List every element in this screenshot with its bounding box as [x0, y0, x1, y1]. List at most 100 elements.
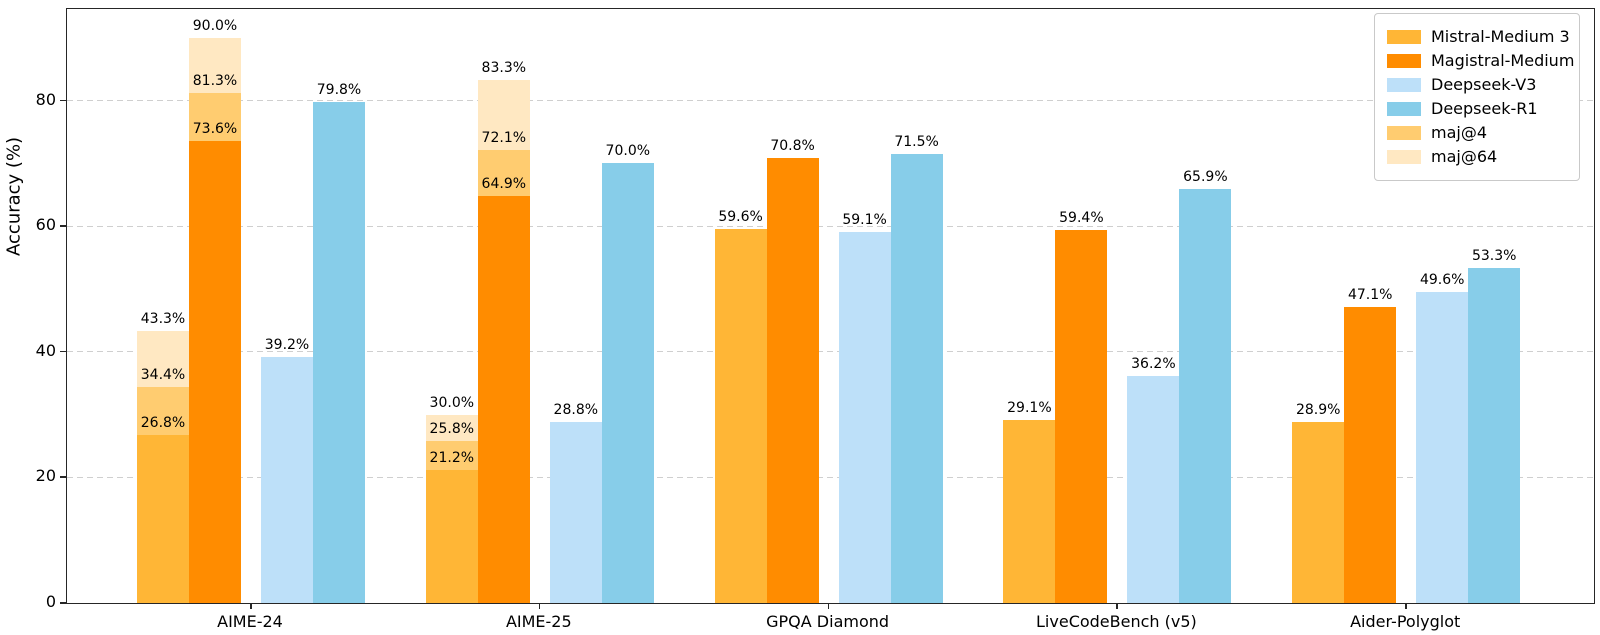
value-label: 70.0%	[605, 143, 651, 160]
y-axis-label: Accuracy (%)	[3, 136, 25, 256]
bar-overlay-maj-64	[189, 37, 241, 93]
legend: Mistral-Medium 3 Magistral-Medium Deepseek…	[1374, 13, 1580, 181]
legend-label: maj@64	[1431, 147, 1498, 166]
x-tick-label-3: LiveCodeBench (v5)	[1036, 612, 1197, 631]
x-tick-mark	[827, 604, 830, 609]
y-tick-label: 40	[35, 340, 56, 360]
value-label: 90.0%	[192, 17, 238, 34]
legend-item-mistral-medium-3: Mistral-Medium 3	[1387, 27, 1570, 47]
value-label: 59.1%	[842, 211, 887, 228]
bar-magistral-medium	[1344, 307, 1397, 603]
x-tick-mark	[250, 604, 252, 609]
legend-item-maj-4: maj@4	[1387, 123, 1567, 143]
value-label: 81.3%	[192, 72, 238, 89]
legend-label: Magistral-Medium	[1431, 51, 1575, 70]
plot-area: 26.8% 34.4% 43.3% 73.6% 81.3% 90.0% 39.2% 79.8%…	[66, 8, 1595, 604]
value-label: 21.2%	[429, 449, 475, 466]
x-tick-mark	[1116, 604, 1118, 609]
value-label: 70.8%	[770, 138, 815, 155]
bar-deepseek-v3	[1416, 291, 1469, 603]
x-tick-label-4: Aider-Polyglot	[1350, 612, 1461, 631]
bar-overlay-maj-64	[425, 414, 478, 441]
x-tick-mark	[1405, 604, 1407, 609]
bar-deepseek-r1	[601, 163, 654, 603]
legend-label: Deepseek-V3	[1431, 75, 1537, 94]
legend-item-maj-64: maj@64	[1387, 147, 1567, 167]
value-label: 64.9%	[481, 175, 527, 192]
bar-mistral-medium-3	[137, 434, 189, 603]
y-tick-label: 60	[35, 215, 56, 235]
bar-overlay-maj-4	[189, 92, 241, 141]
y-gridline	[67, 351, 1594, 353]
bar-deepseek-v3	[1127, 375, 1180, 603]
value-label: 53.3%	[1471, 248, 1517, 265]
value-label: 65.9%	[1183, 169, 1228, 186]
bar-magistral-medium	[1055, 230, 1108, 603]
y-tick-label: 80	[35, 89, 56, 109]
bar-overlay-maj-4	[425, 441, 478, 470]
bar-deepseek-r1	[1468, 268, 1521, 603]
value-label: 28.8%	[553, 402, 599, 419]
value-label: 25.8%	[429, 421, 475, 437]
bar-deepseek-r1	[1179, 189, 1232, 603]
legend-label: maj@4	[1431, 123, 1488, 142]
bar-overlay-maj-4	[137, 387, 189, 435]
y-tick-label: 20	[35, 466, 56, 486]
legend-item-magistral-medium: Magistral-Medium	[1387, 51, 1574, 71]
value-label: 36.2%	[1131, 355, 1176, 372]
y-tick-mark	[60, 476, 66, 478]
bar-magistral-medium	[477, 195, 530, 603]
y-tick-mark	[60, 350, 66, 353]
legend-swatch-icon	[1387, 78, 1421, 92]
x-tick-label-2: GPQA Diamond	[766, 612, 890, 631]
y-tick-mark	[60, 602, 66, 604]
value-label: 47.1%	[1347, 287, 1393, 304]
value-label: 26.8%	[140, 414, 186, 431]
bar-deepseek-r1	[313, 101, 365, 603]
legend-item-deepseek-r1: Deepseek-R1	[1387, 99, 1567, 119]
legend-item-deepseek-v3: Deepseek-V3	[1387, 75, 1567, 95]
value-label: 72.1%	[481, 130, 527, 147]
value-label: 39.2%	[264, 336, 310, 353]
legend-swatch-icon	[1387, 150, 1421, 164]
value-label: 28.9%	[1295, 401, 1341, 418]
y-gridline	[67, 225, 1594, 227]
x-tick-mark	[538, 604, 541, 609]
bar-deepseek-r1	[890, 154, 943, 603]
value-label: 29.1%	[1007, 400, 1052, 417]
legend-swatch-icon	[1387, 54, 1421, 68]
value-label: 30.0%	[429, 394, 475, 411]
legend-swatch-icon	[1387, 102, 1421, 116]
legend-label: Deepseek-R1	[1431, 99, 1538, 118]
legend-swatch-icon	[1387, 126, 1421, 140]
value-label: 73.6%	[192, 120, 238, 137]
bar-mistral-medium-3	[714, 228, 767, 603]
y-gridline	[67, 100, 1594, 102]
legend-swatch-icon	[1387, 30, 1421, 44]
bar-deepseek-v3	[838, 231, 891, 603]
value-label: 49.6%	[1419, 271, 1465, 288]
value-label: 34.4%	[140, 367, 186, 383]
value-label: 43.3%	[140, 311, 186, 328]
y-gridline	[67, 476, 1594, 478]
legend-label: Mistral-Medium 3	[1431, 27, 1570, 46]
value-label: 79.8%	[316, 81, 362, 98]
bar-mistral-medium-3	[425, 469, 478, 603]
y-tick-mark	[60, 99, 66, 102]
value-label: 83.3%	[481, 59, 527, 76]
x-tick-label-0: AIME-24	[217, 612, 283, 631]
bar-magistral-medium	[766, 158, 819, 603]
bar-mistral-medium-3	[1292, 421, 1345, 603]
bar-overlay-maj-64	[137, 331, 189, 387]
bar-deepseek-v3	[261, 356, 313, 603]
bar-overlay-maj-4	[477, 150, 530, 196]
y-tick-label: 0	[45, 592, 56, 611]
x-tick-label-1: AIME-25	[505, 612, 572, 631]
value-label: 59.4%	[1059, 210, 1104, 227]
value-label: 59.6%	[718, 208, 763, 225]
bar-magistral-medium	[189, 140, 241, 603]
value-label: 71.5%	[894, 134, 939, 151]
bar-mistral-medium-3	[1003, 420, 1056, 603]
y-tick-mark	[60, 225, 66, 227]
